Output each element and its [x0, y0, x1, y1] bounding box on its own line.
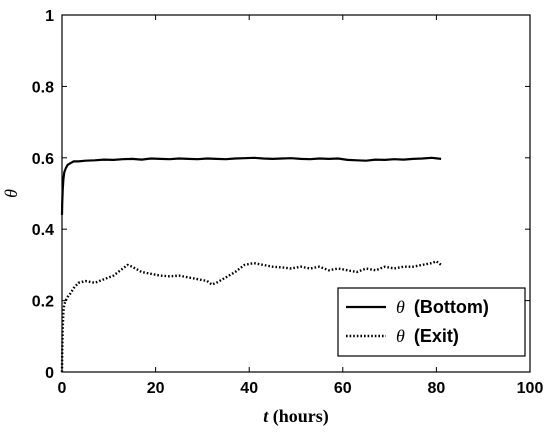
y-axis-label: θ	[1, 189, 21, 198]
x-tick-label: 0	[58, 380, 67, 397]
legend-symbol-exit: θ	[396, 326, 405, 346]
x-tick-label: 60	[334, 380, 352, 397]
series-line-bottom	[60, 156, 442, 215]
plot-area-frame	[61, 14, 531, 373]
legend-entry-bottom: θ (Bottom)	[396, 297, 489, 317]
x-axis-label-variable: t	[263, 406, 269, 426]
legend-open-paren-bottom: (	[414, 297, 420, 317]
x-tick-label: 100	[517, 380, 544, 397]
y-tick-label: 1	[45, 8, 54, 25]
x-tick-label: 20	[147, 380, 165, 397]
x-tick-label: 40	[240, 380, 258, 397]
y-tick-label: 0	[45, 365, 54, 382]
x-axis-label-unit: (hours)	[268, 406, 329, 427]
legend-name-exit: Exit	[420, 326, 453, 346]
y-tick-label: 0.6	[32, 151, 54, 168]
legend-symbol-bottom: θ	[396, 297, 405, 317]
x-axis-label: t (hours)	[263, 406, 329, 427]
legend-close-paren-exit: )	[453, 326, 459, 346]
ticks-layer: 0 20 40 60 80 100 0 0.2 0.4 0.6 0.8 1	[32, 8, 544, 397]
series-line-exit	[60, 260, 442, 373]
x-tick-label: 80	[428, 380, 446, 397]
legend-close-paren-bottom: )	[483, 297, 489, 317]
series-layer	[60, 156, 442, 373]
y-tick-label: 0.2	[32, 294, 54, 311]
legend-name-bottom: Bottom	[420, 297, 483, 317]
legend-open-paren-exit: (	[414, 326, 420, 346]
legend-box	[337, 287, 526, 357]
y-tick-label: 0.8	[32, 79, 54, 96]
legend: θ (Bottom) θ (Exit)	[337, 287, 526, 357]
y-tick-label: 0.4	[32, 222, 54, 239]
legend-entry-exit: θ (Exit)	[396, 326, 459, 346]
